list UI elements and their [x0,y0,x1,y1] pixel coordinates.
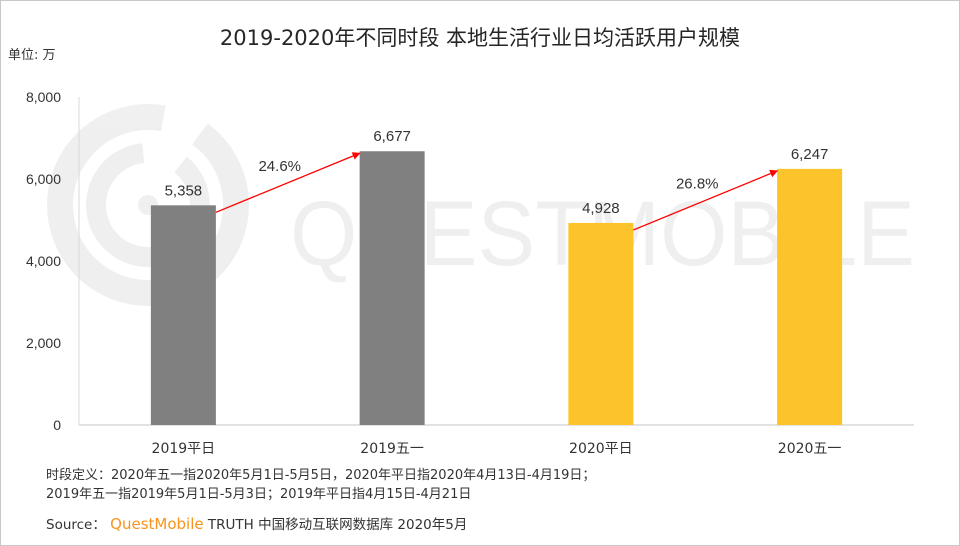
x-tick-label: 2020五一 [778,441,842,457]
unit-label: 单位: 万 [8,48,56,63]
growth-arrow [633,169,779,231]
source-rest: TRUTH 中国移动互联网数据库 2020年5月 [207,517,468,533]
footnotes: 时段定义：2020年五一指2020年5月1日-5月5日，2020年平日指2020… [46,466,595,504]
growth-arrow [215,152,361,213]
y-tick-label: 8,000 [26,89,61,105]
bar [777,168,843,426]
y-tick-label: 0 [53,417,61,433]
y-tick-label: 6,000 [26,171,61,187]
bar [568,222,634,425]
growth-label: 24.6% [258,158,301,175]
source-line: Source： QuestMobile TRUTH 中国移动互联网数据库 202… [46,513,467,533]
footnote-line: 2019年五一指2019年5月1日-5月3日；2019年平日指4月15日-4月2… [46,487,472,502]
x-tick-label: 2019五一 [360,441,424,457]
x-tick-label: 2020平日 [569,441,633,457]
data-label: 6,677 [373,128,411,145]
y-tick-label: 4,000 [26,253,61,269]
x-tick-label: 2019平日 [152,441,216,457]
source-prefix: Source： [46,517,106,533]
chart-title: 2019-2020年不同时段 本地生活行业日均活跃用户规模 [219,26,741,50]
growth-label: 26.8% [676,175,719,192]
footnote-line: 时段定义：2020年五一指2020年5月1日-5月5日，2020年平日指2020… [46,468,596,483]
y-tick-label: 2,000 [26,335,61,351]
data-label: 5,358 [165,182,203,199]
data-label: 6,247 [791,146,829,163]
source-brand: QuestMobile [110,515,204,533]
data-label: 4,928 [582,200,620,217]
bar [359,151,425,426]
bar [150,205,216,425]
